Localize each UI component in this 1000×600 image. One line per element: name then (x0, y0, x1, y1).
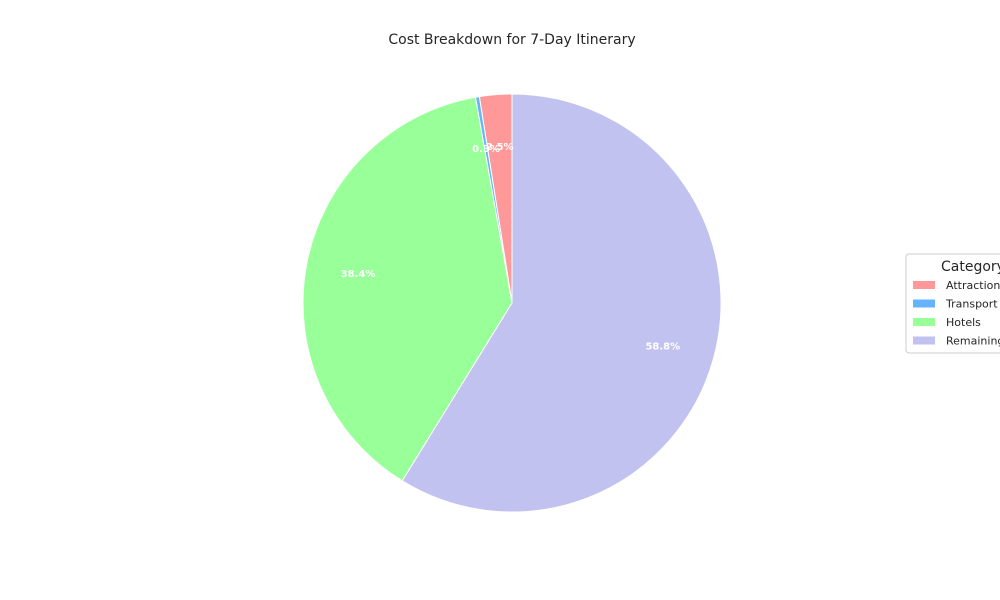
pie-slices (302, 93, 722, 513)
pie-slice-hotels (302, 96, 513, 482)
legend-label-remaining: Remaining (946, 335, 1000, 348)
legend-title: Category (941, 259, 1000, 275)
chart-title: Cost Breakdown for 7-Day Itinerary (388, 32, 635, 48)
slice-label-remaining: 58.8% (645, 341, 680, 352)
slice-label-attractions: 2.5% (486, 142, 514, 153)
pie-slice-labels: 2.5%0.3% 38.4% 58.8% (341, 142, 680, 352)
legend-swatch-attractions (913, 281, 935, 289)
legend-swatch-transport (913, 299, 935, 308)
legend: Category Attractions Transport Hotels Remai… (905, 253, 1000, 354)
legend-box (905, 253, 1000, 354)
legend-items: Attractions Transport Hotels Remaining (913, 279, 1000, 348)
legend-label-hotels: Hotels (946, 316, 981, 329)
slice-label-transport: 0.3% (472, 144, 500, 155)
pie-slice-remaining (401, 93, 722, 513)
legend-label-attractions: Attractions (946, 279, 1000, 292)
slice-label-hotels: 38.4% (341, 269, 376, 280)
legend-swatch-hotels (913, 318, 935, 326)
legend-swatch-remaining (913, 336, 935, 345)
legend-label-transport: Transport (945, 298, 998, 311)
